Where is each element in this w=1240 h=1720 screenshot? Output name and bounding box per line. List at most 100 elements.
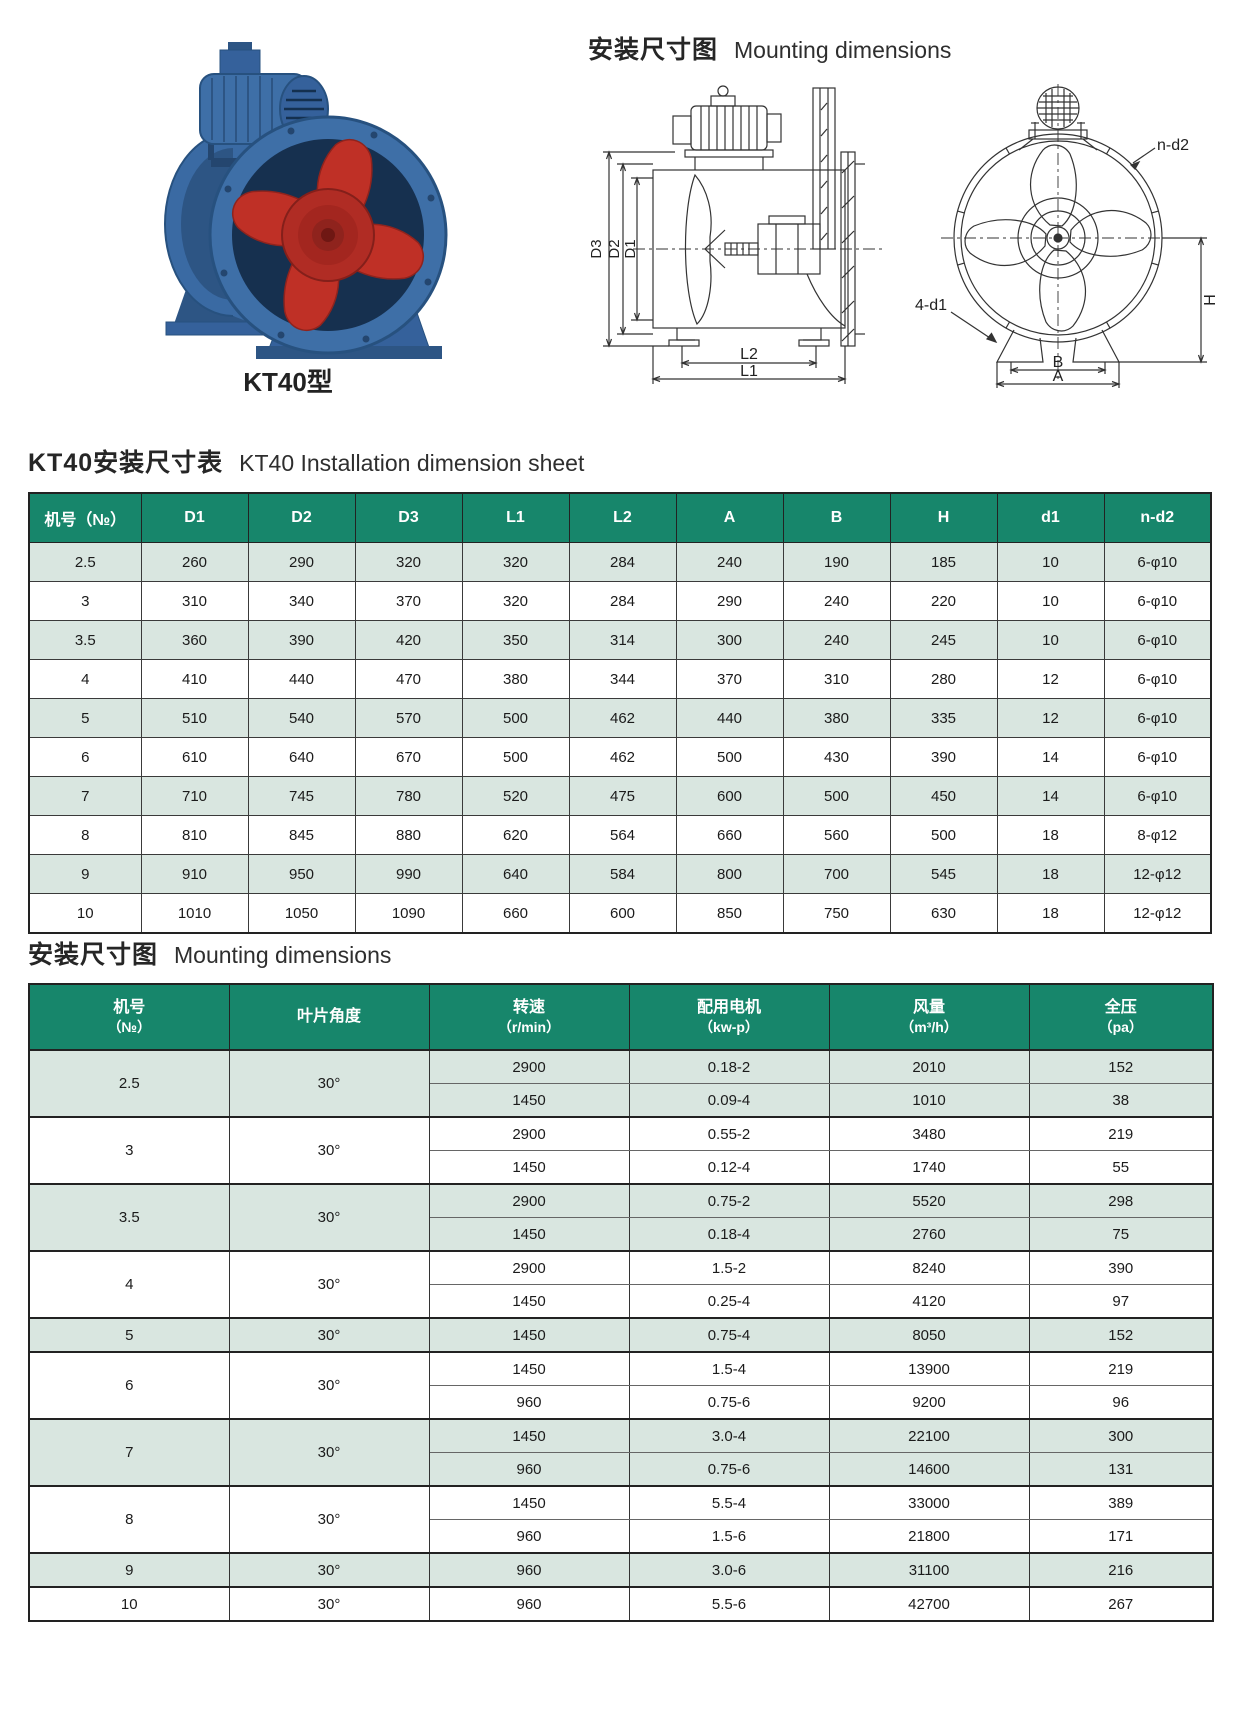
table-cell: 131 (1028, 1452, 1214, 1487)
heading-en: Mounting dimensions (734, 37, 952, 63)
table-cell: 6 (28, 737, 142, 777)
table-cell: 1090 (354, 893, 463, 934)
table-cell: 620 (461, 815, 570, 855)
table-cell: 660 (675, 815, 784, 855)
table-cell: 6-φ10 (1103, 659, 1212, 699)
table-row: 4 30° 2900 1.5-2 8240 390 (28, 1250, 1214, 1319)
dim-label-d2: D2 (606, 239, 623, 258)
table-row: 7 710 745 780 520 475 600 500 450 14 6-φ10 (28, 776, 1212, 816)
table-cell: 185 (889, 542, 998, 582)
table-row: 2.5 30° 2900 0.18-2 2010 152 (28, 1049, 1214, 1118)
table-cell: 6-φ10 (1103, 620, 1212, 660)
blade-angle-cell: 30° (228, 1351, 430, 1420)
table-cell: 290 (675, 581, 784, 621)
table-cell: 55 (1028, 1150, 1214, 1185)
table-row: 3.5 30° 2900 0.75-2 5520 298 (28, 1183, 1214, 1252)
fan-product-photo (164, 42, 448, 359)
table-cell: 0.75-6 (628, 1452, 830, 1487)
table-cell: 290 (247, 542, 356, 582)
dim-label-l2: L2 (740, 346, 758, 363)
table-cell: 0.75-6 (628, 1385, 830, 1420)
table-cell: 370 (354, 581, 463, 621)
table-row: 1450 0.09-4 1010 38 (29, 1083, 1214, 1118)
table-cell: 18 (996, 815, 1105, 855)
table-cell: 0.18-4 (628, 1217, 830, 1252)
table-cell: 500 (461, 737, 570, 777)
table-cell: 300 (675, 620, 784, 660)
table-cell: 990 (354, 854, 463, 894)
blade-angle-cell: 30° (228, 1317, 430, 1353)
dim-label-a: A (1053, 368, 1064, 385)
column-header: 全压 （pa） (1028, 983, 1214, 1051)
table-cell: 14 (996, 776, 1105, 816)
table-cell: 462 (568, 698, 677, 738)
table-cell: 745 (247, 776, 356, 816)
table2-body: 2.5 30° 2900 0.18-2 2010 152 1450 0.09-4 1010 38 3… (28, 1049, 1214, 1622)
table-cell: 960 (428, 1519, 630, 1554)
table-cell: 0.55-2 (628, 1116, 830, 1151)
table-cell: 31100 (828, 1552, 1030, 1588)
product-model-label: KT40型 (243, 367, 333, 397)
table-cell: 630 (889, 893, 998, 934)
fan-no-cell: 9 (28, 1552, 230, 1588)
column-header: L1 (461, 492, 570, 543)
table-cell: 284 (568, 542, 677, 582)
table-cell: 610 (140, 737, 249, 777)
table-row: 960 0.75-6 14600 131 (29, 1452, 1214, 1487)
table-cell: 640 (247, 737, 356, 777)
table-cell: 5.5-6 (628, 1586, 830, 1622)
table-cell: 2900 (428, 1183, 630, 1218)
table-cell: 310 (140, 581, 249, 621)
table-cell: 314 (568, 620, 677, 660)
column-header: L2 (568, 492, 677, 543)
fan-no-cell: 2.5 (28, 1049, 230, 1118)
table-cell: 540 (247, 698, 356, 738)
table-cell: 219 (1028, 1116, 1214, 1151)
table-cell: 152 (1028, 1049, 1214, 1084)
table-cell: 4120 (828, 1284, 1030, 1319)
table-cell: 360 (140, 620, 249, 660)
dim-label-d1: D1 (622, 239, 639, 258)
blade-angle-cell: 30° (228, 1049, 430, 1118)
fan-no-cell: 3.5 (28, 1183, 230, 1252)
table-cell: 1740 (828, 1150, 1030, 1185)
table-cell: 10 (996, 581, 1105, 621)
table-cell: 219 (1028, 1351, 1214, 1386)
table-cell: 320 (461, 581, 570, 621)
table-cell: 640 (461, 854, 570, 894)
table-cell: 42700 (828, 1586, 1030, 1622)
table-cell: 810 (140, 815, 249, 855)
table-cell: 5 (28, 698, 142, 738)
table-cell: 600 (675, 776, 784, 816)
table-cell: 470 (354, 659, 463, 699)
table-cell: 1450 (428, 1418, 630, 1453)
table-cell: 14600 (828, 1452, 1030, 1487)
table-cell: 584 (568, 854, 677, 894)
table-cell: 18 (996, 854, 1105, 894)
column-header: 配用电机 （kw-p） (628, 983, 830, 1051)
table-cell: 10 (28, 893, 142, 934)
table-row: 1450 0.12-4 1740 55 (29, 1150, 1214, 1185)
column-header: D2 (247, 492, 356, 543)
table-cell: 6-φ10 (1103, 737, 1212, 777)
performance-table: 机号 （№） 叶片角度 转速 （r/min） 配用电机 （kw-p） 风量 （m³/h） 全压 （p… (28, 983, 1214, 1622)
table-row: 1450 0.18-4 2760 75 (29, 1217, 1214, 1252)
table-cell: 850 (675, 893, 784, 934)
dim-label-4-d1: 4-d1 (915, 297, 947, 314)
table-cell: 570 (354, 698, 463, 738)
table-cell: 8-φ12 (1103, 815, 1212, 855)
blade-angle-cell: 30° (228, 1116, 430, 1185)
table-cell: 910 (140, 854, 249, 894)
table-row: 6 30° 1450 1.5-4 13900 219 (28, 1351, 1214, 1420)
table-cell: 510 (140, 698, 249, 738)
table-cell: 780 (354, 776, 463, 816)
table-cell: 240 (675, 542, 784, 582)
table-cell: 1010 (140, 893, 249, 934)
column-header: 机号（№） (28, 492, 142, 543)
table-row: 3 310 340 370 320 284 290 240 220 10 6-φ10 (28, 581, 1212, 621)
table-cell: 950 (247, 854, 356, 894)
table-row: 4 410 440 470 380 344 370 310 280 12 6-φ10 (28, 659, 1212, 699)
table-cell: 390 (1028, 1250, 1214, 1285)
table-row: 10 30° 960 5.5-6 42700 267 (28, 1586, 1214, 1622)
table-cell: 0.75-2 (628, 1183, 830, 1218)
